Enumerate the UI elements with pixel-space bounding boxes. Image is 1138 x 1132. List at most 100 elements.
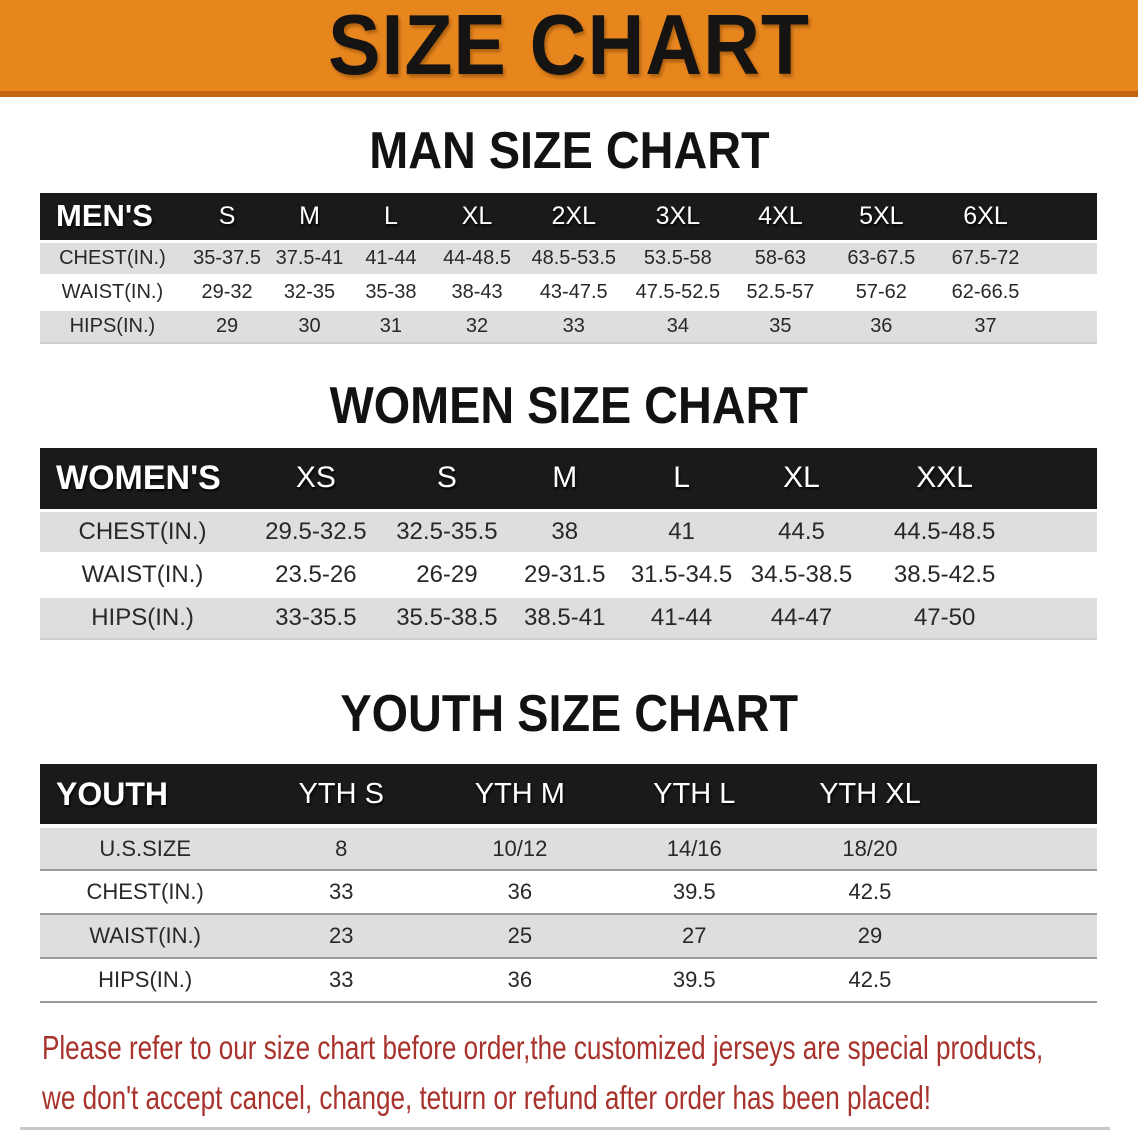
mens-value-cell: 48.5-53.5 bbox=[531, 246, 616, 269]
order-notice: Please refer to our size chart before or… bbox=[42, 1023, 1138, 1123]
mens-value-cell: 43-47.5 bbox=[539, 280, 608, 303]
womens-value-cell: 29-31.5 bbox=[524, 560, 606, 588]
womens-value-cell: 38.5-41 bbox=[524, 603, 606, 631]
mens-table-row: WAIST(IN.) 29-32 32-35 35-38 38-43 43-47.5 47.… bbox=[40, 275, 1097, 309]
mens-value-cell: 29 bbox=[215, 314, 239, 337]
womens-value-cell: 32.5-35.5 bbox=[396, 517, 498, 545]
youth-value-cell: 36 bbox=[507, 879, 533, 904]
womens-value-cell: 41-44 bbox=[650, 603, 713, 631]
mens-row-label-cell: CHEST(IN.) bbox=[59, 246, 166, 269]
womens-value-cell: 44.5 bbox=[778, 517, 825, 545]
womens-value-cell: 47-50 bbox=[913, 603, 976, 631]
youth-value-cell: 23 bbox=[328, 923, 354, 948]
youth-value-cell: 33 bbox=[328, 879, 354, 904]
youth-value-cell: 36 bbox=[507, 967, 533, 992]
mens-value-cell: 57-62 bbox=[855, 280, 907, 303]
youth-row-label-cell: WAIST(IN.) bbox=[89, 923, 201, 948]
mens-value-cell: 37 bbox=[974, 314, 997, 337]
mens-value-cell: 34 bbox=[666, 314, 689, 337]
youth-row-label-cell: U.S.SIZE bbox=[99, 835, 191, 861]
womens-value-cell: 33-35.5 bbox=[275, 603, 357, 631]
youth-table-row: CHEST(IN.) 33 36 39.5 42.5 bbox=[40, 870, 1097, 914]
mens-size-header-cell: 3XL bbox=[655, 201, 701, 230]
youth-value-cell: 14/16 bbox=[666, 835, 722, 861]
womens-value-cell: 38 bbox=[551, 517, 579, 545]
womens-group-label-cell: WOMEN'S bbox=[56, 458, 221, 497]
youth-value-cell: 42.5 bbox=[848, 967, 892, 992]
mens-size-header-cell: 6XL bbox=[963, 201, 1008, 230]
womens-row-label-cell: CHEST(IN.) bbox=[78, 517, 207, 545]
mens-value-cell: 35-38 bbox=[365, 280, 417, 303]
womens-heading-text: WOMEN SIZE CHART bbox=[329, 377, 809, 435]
mens-value-cell: 32-35 bbox=[283, 280, 336, 303]
mens-value-cell: 36 bbox=[870, 314, 893, 337]
womens-table-row: WAIST(IN.) 23.5-26 26-29 29-31.5 31.5-34.5 34… bbox=[40, 553, 1097, 596]
womens-heading: WOMEN SIZE CHART bbox=[0, 378, 1138, 434]
mens-table-body: CHEST(IN.) 35-37.5 37.5-41 41-44 44-48.5 48.5… bbox=[40, 241, 1097, 343]
youth-size-header-cell: YTH S bbox=[298, 777, 384, 810]
banner-title: SIZE CHART bbox=[328, 0, 810, 93]
womens-header-row: WOMEN'S XS S M L XL XXL bbox=[40, 448, 1097, 510]
youth-table-body: U.S.SIZE 8 10/12 14/16 18/20 CHEST(IN.) 33 36 39… bbox=[40, 826, 1097, 1002]
youth-row-label-cell: HIPS(IN.) bbox=[98, 967, 193, 992]
womens-table-head: WOMEN'S XS S M L XL XXL bbox=[40, 448, 1097, 510]
mens-value-cell: 47.5-52.5 bbox=[635, 280, 721, 303]
youth-value-cell: 8 bbox=[335, 835, 348, 861]
mens-value-cell: 67.5-72 bbox=[951, 246, 1020, 269]
mens-value-cell: 31 bbox=[379, 314, 403, 337]
mens-value-cell: 38-43 bbox=[451, 280, 503, 303]
mens-value-cell: 30 bbox=[298, 314, 321, 337]
mens-header-row: MEN'S S M L XL 2XL 3XL 4XL 5XL 6XL bbox=[40, 193, 1097, 241]
mens-size-header-cell: 2XL bbox=[551, 201, 596, 230]
youth-row-label-cell: CHEST(IN.) bbox=[86, 879, 204, 904]
mens-heading-text: MAN SIZE CHART bbox=[368, 122, 770, 180]
womens-size-header-cell: XL bbox=[783, 461, 820, 495]
womens-size-header-cell: S bbox=[436, 461, 457, 495]
youth-section: YOUTH SIZE CHART YOUTH YTH S YTH M YTH L YTH… bbox=[0, 686, 1138, 1003]
youth-value-cell: 39.5 bbox=[672, 879, 716, 904]
bottom-divider bbox=[20, 1127, 1110, 1130]
mens-value-cell: 63-67.5 bbox=[847, 246, 916, 269]
womens-size-table: WOMEN'S XS S M L XL XXL CHEST(IN.) 29.5-32.5 32.5… bbox=[40, 448, 1097, 640]
womens-value-cell: 41 bbox=[668, 517, 695, 545]
mens-value-cell: 35-37.5 bbox=[193, 246, 261, 269]
mens-table-row: CHEST(IN.) 35-37.5 37.5-41 41-44 44-48.5 48.5… bbox=[40, 241, 1097, 275]
womens-row-label-cell: HIPS(IN.) bbox=[91, 603, 194, 631]
youth-value-cell: 39.5 bbox=[672, 967, 716, 992]
youth-value-cell: 27 bbox=[682, 923, 707, 948]
mens-size-header-cell: 5XL bbox=[859, 201, 904, 230]
youth-table-row: U.S.SIZE 8 10/12 14/16 18/20 bbox=[40, 826, 1097, 870]
mens-group-label-cell: MEN'S bbox=[56, 198, 153, 234]
mens-heading: MAN SIZE CHART bbox=[0, 123, 1138, 179]
youth-value-cell: 29 bbox=[857, 923, 883, 948]
womens-section: WOMEN SIZE CHART WOMEN'S XS S M L XL XXL CHEST(… bbox=[0, 378, 1138, 640]
banner: SIZE CHART bbox=[0, 0, 1138, 97]
youth-value-cell: 33 bbox=[328, 967, 354, 992]
youth-size-table: YOUTH YTH S YTH M YTH L YTH XL U.S.SIZE 8 10/12… bbox=[40, 764, 1097, 1003]
mens-value-cell: 35 bbox=[769, 314, 792, 337]
mens-size-header-cell: 4XL bbox=[758, 201, 803, 230]
mens-value-cell: 37.5-41 bbox=[275, 246, 344, 269]
mens-size-header-cell: M bbox=[299, 201, 320, 230]
mens-table-head: MEN'S S M L XL 2XL 3XL 4XL 5XL 6XL bbox=[40, 193, 1097, 241]
womens-value-cell: 44-47 bbox=[770, 603, 833, 631]
mens-value-cell: 58-63 bbox=[754, 246, 806, 269]
womens-table-row: CHEST(IN.) 29.5-32.5 32.5-35.5 38 41 44.5 44.5… bbox=[40, 510, 1097, 553]
mens-value-cell: 29-32 bbox=[201, 280, 253, 303]
youth-table-head: YOUTH YTH S YTH M YTH L YTH XL bbox=[40, 764, 1097, 826]
mens-size-table: MEN'S S M L XL 2XL 3XL 4XL 5XL 6XL CHEST(IN.) 35-37… bbox=[40, 193, 1097, 344]
womens-size-header-cell: M bbox=[552, 461, 578, 495]
womens-value-cell: 35.5-38.5 bbox=[396, 603, 498, 631]
youth-value-cell: 42.5 bbox=[848, 879, 892, 904]
mens-size-header-cell: XL bbox=[461, 201, 493, 230]
womens-value-cell: 34.5-38.5 bbox=[750, 560, 853, 588]
womens-value-cell: 23.5-26 bbox=[275, 560, 357, 588]
womens-value-cell: 31.5-34.5 bbox=[630, 560, 733, 588]
youth-heading: YOUTH SIZE CHART bbox=[0, 686, 1138, 742]
mens-value-cell: 32 bbox=[465, 314, 489, 337]
womens-size-header-cell: L bbox=[673, 461, 690, 495]
youth-heading-text: YOUTH SIZE CHART bbox=[340, 685, 798, 743]
womens-size-header-cell: XS bbox=[295, 461, 336, 495]
youth-value-cell: 18/20 bbox=[842, 835, 898, 861]
